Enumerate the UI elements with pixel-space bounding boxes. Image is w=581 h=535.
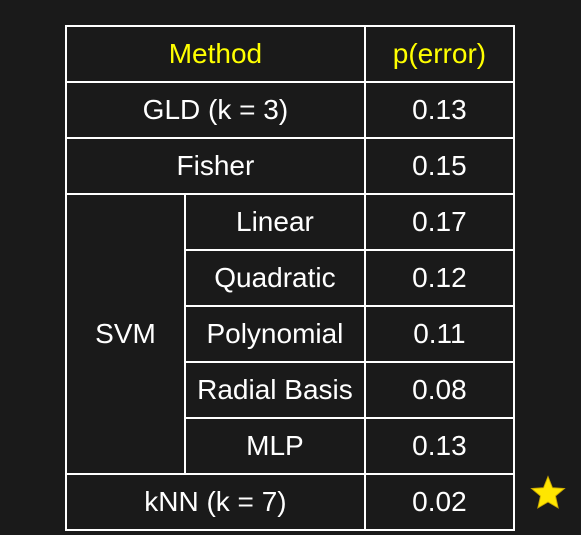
method-cell: Fisher [66,138,365,194]
perror-cell: 0.13 [365,82,514,138]
star-icon [530,475,566,511]
svm-group-label: SVM [66,194,185,474]
svm-kernel-cell: Radial Basis [185,362,365,418]
perror-cell: 0.02 [365,474,514,530]
perror-cell: 0.08 [365,362,514,418]
svm-kernel-cell: MLP [185,418,365,474]
table-row: GLD (k = 3) 0.13 [66,82,514,138]
svm-kernel-cell: Polynomial [185,306,365,362]
results-table: Method p(error) GLD (k = 3) 0.13 Fisher … [65,25,515,531]
header-method: Method [66,26,365,82]
perror-cell: 0.12 [365,250,514,306]
perror-cell: 0.13 [365,418,514,474]
header-row: Method p(error) [66,26,514,82]
perror-cell: 0.17 [365,194,514,250]
method-cell: kNN (k = 7) [66,474,365,530]
table-row: Fisher 0.15 [66,138,514,194]
header-perror: p(error) [365,26,514,82]
method-cell: GLD (k = 3) [66,82,365,138]
table-row: SVM Linear 0.17 [66,194,514,250]
perror-cell: 0.11 [365,306,514,362]
table-row: kNN (k = 7) 0.02 [66,474,514,530]
svm-kernel-cell: Quadratic [185,250,365,306]
perror-cell: 0.15 [365,138,514,194]
svm-kernel-cell: Linear [185,194,365,250]
